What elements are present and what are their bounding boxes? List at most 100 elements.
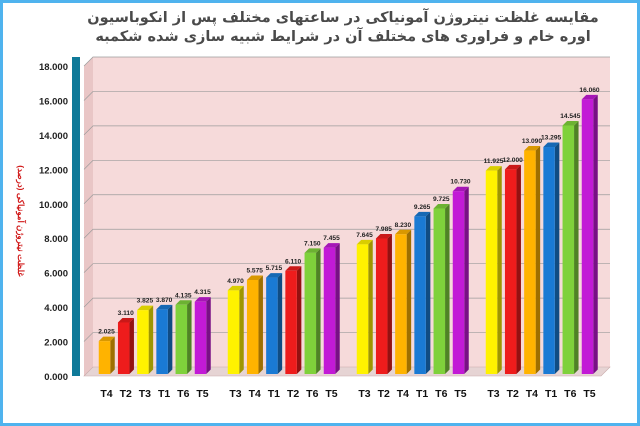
data-label: 8.230 [395,222,412,229]
x-tick-label: T4 [397,388,409,400]
x-tick-label: T2 [378,388,390,400]
x-tick-label: T1 [158,388,170,400]
bar-top-T6 [433,204,450,209]
data-label: 13.090 [522,138,543,145]
bar-T5 [452,191,465,374]
x-tick-label: T3 [358,388,370,400]
gridline [83,159,610,170]
bar-side-T3 [239,285,244,374]
y-tick-label: 10.000 [39,200,68,211]
y-tick-label: 8.000 [44,234,68,245]
bar-side-T2 [129,317,134,374]
bar-side-T6 [445,204,450,374]
bar-T2 [117,322,130,374]
x-tick-label: T5 [196,388,208,400]
bar-T4 [98,341,111,374]
data-label: 3.825 [137,298,154,305]
y-tick-label: 16.000 [39,96,68,107]
bar-T5 [323,247,336,374]
data-label: 12.000 [503,157,524,164]
bar-T3 [137,310,149,374]
data-label: 5.715 [266,265,283,272]
bar-T5 [581,99,594,375]
data-label: 4.315 [194,289,211,296]
bar-top-T3 [137,305,154,311]
data-label: 3.870 [156,297,173,304]
x-tick-label: T5 [325,388,337,400]
bar-top-T4 [246,275,263,280]
bar-T5 [194,301,207,374]
bar-top-T3 [356,239,373,245]
bar-side-T5 [464,186,469,374]
data-label: 13.295 [541,135,562,142]
bar-top-T1 [156,304,173,310]
x-tick-label: T6 [435,388,447,400]
bar-side-T2 [296,266,302,374]
data-label: 7.645 [356,232,373,239]
data-label: 9.725 [433,196,450,203]
bar-T6 [304,252,317,374]
gridline [83,194,610,205]
plot-floor [83,366,611,377]
bar-top-T5 [323,243,340,248]
bar-T6 [562,125,575,374]
bar-side-T1 [425,211,431,374]
bar-top-T3 [485,166,502,171]
x-tick-label: T1 [545,388,557,400]
x-tick-label: T3 [487,388,499,400]
x-tick-label: T2 [507,388,519,400]
data-label: 16.060 [579,87,600,94]
x-tick-label: T6 [564,388,576,400]
bar-T2 [504,169,517,374]
x-tick-label: T5 [454,388,466,400]
x-tick-label: T1 [268,388,280,400]
bar-T2 [285,270,297,374]
bar-side-T2 [516,164,521,374]
gridline [83,56,610,67]
bar-top-T5 [581,94,598,100]
data-label: 14.545 [560,113,581,120]
bar-T2 [375,238,388,374]
data-label: 4.970 [227,278,244,285]
x-tick-label: T1 [416,388,428,400]
x-tick-label: T3 [229,388,241,400]
bar-top-T1 [543,142,560,148]
bar-top-T1 [414,211,431,217]
data-label: 3.110 [118,310,134,317]
bar-top-T5 [194,297,211,302]
y-axis-title: غلظت نیتروژن آمونیاکی (درصد) [15,165,27,277]
bar-top-T2 [504,164,521,170]
y-tick-label: 6.000 [44,269,68,280]
data-label: 2.025 [98,329,115,336]
bar-side-T6 [316,248,321,374]
bar-side-T3 [497,166,502,374]
x-tick-label: T3 [139,388,151,400]
bar-side-T4 [110,336,115,374]
bar-side-T1 [554,142,560,374]
bar-side-T4 [258,275,263,374]
bar-top-T6 [175,300,192,305]
y-tick-label: 2.000 [44,338,68,349]
bar-top-T4 [395,229,412,235]
bar-T3 [485,170,498,374]
bar-side-T3 [368,239,373,374]
bar-top-T3 [227,285,244,291]
bar-top-T2 [285,266,302,271]
bar-T6 [175,304,188,374]
bar-side-T5 [593,94,598,375]
data-label: 7.150 [304,240,321,247]
y-tick-label: 12.000 [39,165,68,176]
bar-side-T4 [535,146,541,374]
bar-T4 [524,150,536,374]
bar-T4 [395,234,407,374]
bar-top-T4 [524,146,541,151]
bar-side-T2 [387,233,392,374]
data-label: 6.110 [285,258,301,265]
x-tick-label: T4 [249,388,261,400]
bar-T1 [543,147,555,374]
bar-T1 [266,277,278,374]
x-tick-label: T2 [287,388,299,400]
bar-top-T1 [266,273,283,278]
x-tick-label: T4 [526,388,538,400]
